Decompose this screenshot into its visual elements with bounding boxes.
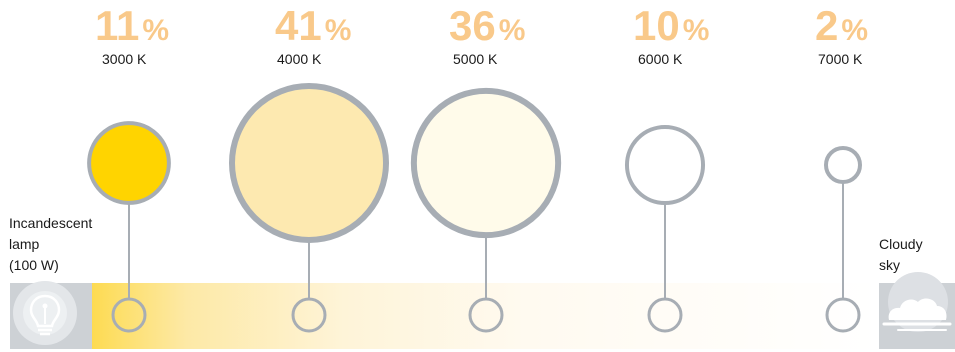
percent-unit: %	[142, 14, 170, 47]
cloud-icon	[879, 272, 955, 349]
percent-label-7000k: 2%	[815, 2, 868, 52]
label-line: lamp	[9, 236, 40, 252]
share-bubble-4000k	[229, 83, 389, 243]
percent-label-5000k: 36%	[449, 2, 525, 52]
percent-value: 10	[633, 2, 680, 49]
label-line: sky	[879, 257, 900, 273]
kelvin-label-5000k: 5000 K	[453, 51, 498, 67]
kelvin-label-6000k: 6000 K	[638, 51, 683, 67]
label-line: (100 W)	[9, 257, 59, 273]
percent-value: 2	[815, 2, 839, 49]
percent-unit: %	[682, 14, 710, 47]
percent-unit: %	[324, 14, 352, 47]
percent-label-3000k: 11%	[95, 2, 169, 52]
kelvin-label-7000k: 7000 K	[818, 51, 863, 67]
scale-marker-5000k	[468, 297, 504, 333]
share-bubble-7000k	[823, 145, 863, 185]
percent-unit: %	[841, 14, 869, 47]
scale-marker-3000k	[111, 297, 147, 333]
kelvin-label-4000k: 4000 K	[277, 51, 322, 67]
percent-value: 11	[95, 2, 140, 49]
percent-value: 41	[275, 2, 322, 49]
percent-value: 36	[449, 2, 496, 49]
scale-marker-6000k	[647, 297, 683, 333]
cloudy-sky-label: Cloudy sky	[879, 234, 923, 276]
share-bubble-5000k	[410, 87, 562, 239]
label-line: Incandescent	[9, 215, 93, 231]
scale-marker-7000k	[825, 297, 861, 333]
percent-label-6000k: 10%	[633, 2, 709, 52]
lightbulb-icon	[10, 281, 92, 349]
label-line: Cloudy	[879, 236, 923, 252]
kelvin-label-3000k: 3000 K	[102, 51, 147, 67]
share-bubble-3000k	[87, 121, 171, 205]
percent-unit: %	[498, 14, 526, 47]
incandescent-lamp-label: Incandescent lamp (100 W)	[9, 213, 92, 276]
percent-label-4000k: 41%	[275, 2, 351, 52]
scale-marker-4000k	[291, 297, 327, 333]
share-bubble-6000k	[624, 124, 706, 206]
